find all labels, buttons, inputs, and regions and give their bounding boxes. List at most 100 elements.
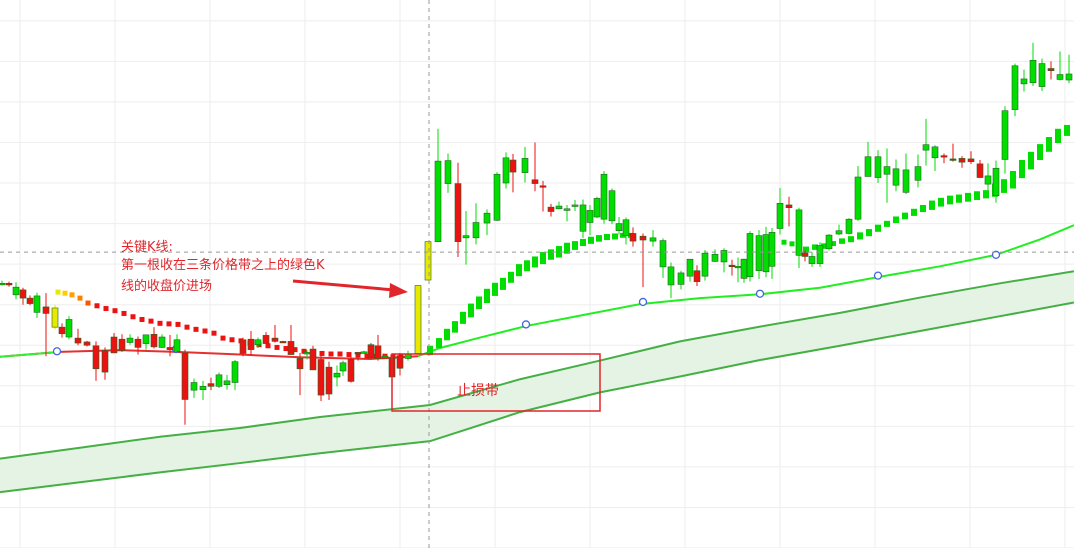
candle-body (563, 208, 571, 211)
stair-dot (346, 352, 352, 358)
candle-body (1001, 110, 1009, 160)
candle-body (367, 344, 375, 359)
stair-dot (77, 295, 83, 301)
stair-bar (839, 238, 845, 244)
candle-body (207, 383, 215, 387)
stair-bar (938, 197, 944, 207)
candle-body (247, 338, 255, 350)
band-lower-line (0, 301, 1074, 494)
candle-body (734, 266, 742, 269)
stair-bar (444, 328, 450, 341)
candle-body (262, 335, 270, 344)
candle-body (922, 144, 930, 151)
candle-body (509, 159, 517, 173)
annotation-line-1: 关键K线: (121, 240, 173, 255)
candle-body (126, 337, 134, 343)
candle-body (65, 319, 73, 338)
candle-body (854, 176, 862, 220)
candle-body (5, 283, 13, 286)
candle-body (967, 158, 975, 162)
candle-body (992, 167, 1000, 196)
candle-body (287, 341, 295, 355)
candle-body (593, 198, 601, 218)
candle-body (768, 232, 776, 267)
stair-dot (328, 351, 334, 357)
candle-body (795, 209, 803, 256)
stair-bar (1028, 151, 1034, 170)
candle-body (150, 333, 158, 348)
candle-body (1038, 63, 1046, 87)
candle-body (667, 266, 675, 286)
stair-dot (148, 318, 154, 324)
candle-body (547, 206, 555, 212)
candle-body (864, 156, 872, 177)
stair-dot (301, 348, 307, 354)
candle-body (424, 241, 432, 281)
stair-bar (884, 220, 890, 227)
candle-body (134, 338, 142, 348)
candle-body (325, 366, 333, 395)
stair-dot (85, 300, 91, 306)
stair-bar (1010, 170, 1016, 189)
candle-body (26, 297, 34, 304)
candle-body (571, 204, 579, 207)
stair-bar (580, 238, 586, 247)
candle-body (949, 158, 957, 161)
stair-dot (55, 289, 61, 295)
stair-bar (974, 191, 980, 201)
stair-bar (1001, 179, 1007, 193)
candle-body (649, 237, 657, 242)
stair-dot (390, 354, 396, 360)
candle-body (101, 350, 109, 373)
stair-dot (166, 321, 172, 327)
candle-body (1056, 74, 1064, 80)
candle-body (845, 218, 853, 234)
stair-bar (929, 200, 935, 210)
stair-bar (427, 345, 433, 356)
candle-body (502, 157, 510, 184)
candle-body (1047, 68, 1055, 71)
ma-line-segment-green-left (0, 350, 61, 358)
candle-body (615, 223, 623, 232)
candle-body (825, 234, 833, 250)
candle-body (317, 359, 325, 396)
candle-body (215, 374, 223, 387)
stair-dot (130, 314, 136, 320)
candle-body (622, 219, 630, 236)
candle-body (374, 345, 382, 359)
stair-bar (947, 195, 953, 205)
candle-body (720, 250, 728, 263)
candle-body (74, 337, 82, 344)
candle-body (874, 156, 882, 178)
stair-bar (1055, 128, 1061, 144)
candle-body (83, 341, 91, 346)
stair-dot (789, 241, 795, 247)
candle-body (414, 285, 422, 354)
candle-body (0, 283, 6, 286)
stair-bar (572, 241, 578, 250)
candle-body (801, 252, 809, 257)
stair-bar (532, 256, 538, 268)
candle-body (816, 245, 824, 264)
candle-body (539, 185, 547, 188)
candle-body (142, 334, 150, 344)
stair-bar (902, 212, 908, 220)
candle-body (677, 272, 685, 285)
candle-body (33, 295, 41, 313)
stair-bar (484, 288, 490, 304)
candle-body (181, 352, 189, 400)
stair-bar (492, 282, 498, 296)
candle-body (254, 339, 262, 345)
candle-body (190, 382, 198, 391)
ma-marker (873, 271, 883, 280)
ma-marker (521, 320, 531, 329)
ma-marker (755, 289, 765, 298)
ma-line-segment-green (417, 224, 1074, 358)
stair-bar (460, 311, 466, 324)
stair-bar (1037, 144, 1043, 161)
candle-body (239, 339, 247, 354)
candle-body (279, 341, 287, 344)
candle-body (92, 345, 100, 370)
